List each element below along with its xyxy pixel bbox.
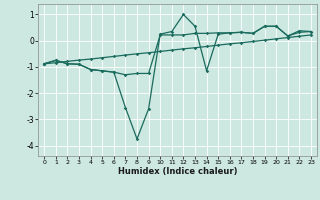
X-axis label: Humidex (Indice chaleur): Humidex (Indice chaleur) xyxy=(118,167,237,176)
